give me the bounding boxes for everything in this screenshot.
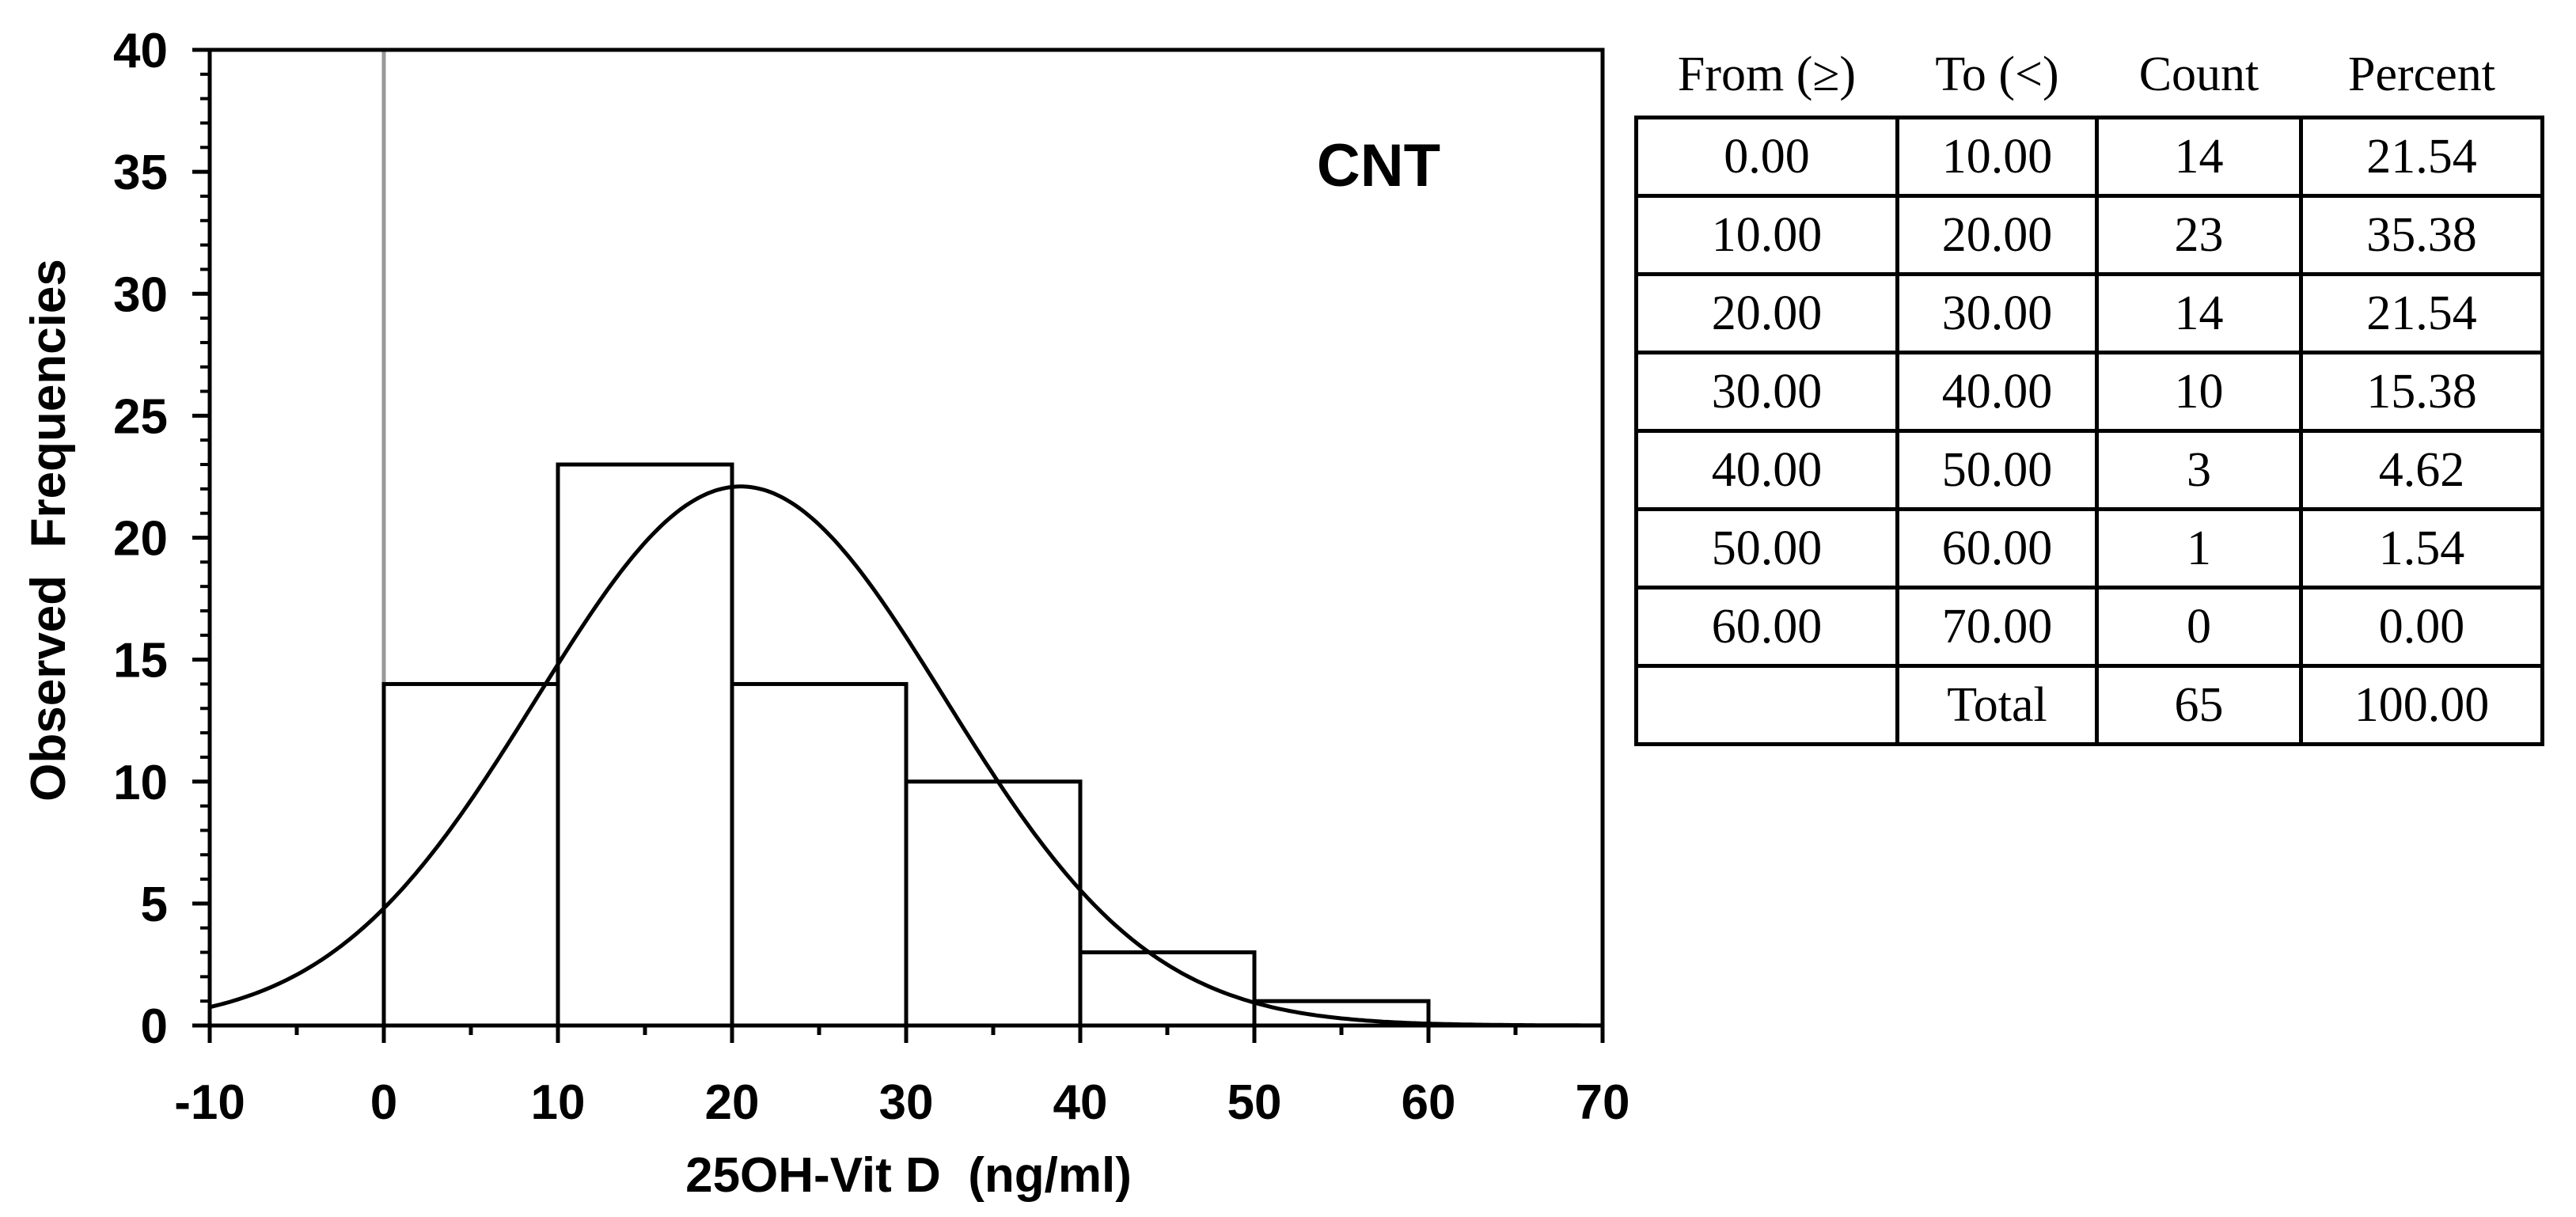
cell-percent: 4.62 bbox=[2299, 429, 2544, 511]
table-row: 0.00 10.00 14 21.54 bbox=[1634, 116, 2544, 198]
cell-to: 20.00 bbox=[1895, 194, 2099, 276]
header-from: From (≥) bbox=[1677, 47, 1857, 101]
x-tick-label: 50 bbox=[1227, 1075, 1282, 1130]
y-tick-label: 10 bbox=[113, 756, 168, 810]
cell-count: 14 bbox=[2095, 272, 2303, 354]
x-tick-label: 0 bbox=[370, 1075, 397, 1130]
cell-from bbox=[1634, 664, 1899, 746]
header-to: To (<) bbox=[1935, 47, 2059, 101]
cell-to: 10.00 bbox=[1895, 116, 2099, 198]
table-row: 10.00 20.00 23 35.38 bbox=[1634, 194, 2544, 276]
table-row: 60.00 70.00 0 0.00 bbox=[1634, 586, 2544, 668]
cell-from: 10.00 bbox=[1634, 194, 1899, 276]
table-row: 20.00 30.00 14 21.54 bbox=[1634, 272, 2544, 354]
x-tick-label: 30 bbox=[879, 1075, 934, 1130]
normal-curve bbox=[209, 484, 1603, 1028]
cell-count: 0 bbox=[2095, 586, 2303, 668]
table-row: 30.00 40.00 10 15.38 bbox=[1634, 351, 2544, 433]
cell-to: 60.00 bbox=[1895, 507, 2099, 590]
y-tick-label: 15 bbox=[113, 634, 168, 688]
y-tick-label: 35 bbox=[113, 146, 168, 200]
histogram-bar bbox=[556, 462, 734, 1028]
x-tick-label: 10 bbox=[531, 1075, 586, 1130]
y-tick-label: 25 bbox=[113, 389, 168, 444]
cell-from: 50.00 bbox=[1634, 507, 1899, 590]
x-tick-label: 20 bbox=[705, 1075, 760, 1130]
cell-percent: 1.54 bbox=[2299, 507, 2544, 590]
header-count: Count bbox=[2138, 47, 2259, 101]
cell-to: 30.00 bbox=[1895, 272, 2099, 354]
table-row: 40.00 50.00 3 4.62 bbox=[1634, 429, 2544, 511]
cell-from: 20.00 bbox=[1634, 272, 1899, 354]
cell-total-count: 65 bbox=[2095, 664, 2303, 746]
table-row: 50.00 60.00 1 1.54 bbox=[1634, 507, 2544, 590]
y-tick-label: 20 bbox=[113, 512, 168, 567]
y-tick-label: 40 bbox=[113, 24, 168, 78]
cell-total-label: Total bbox=[1895, 664, 2099, 746]
x-tick-label: 60 bbox=[1402, 1075, 1456, 1130]
cell-from: 60.00 bbox=[1634, 586, 1899, 668]
x-tick-label: -10 bbox=[174, 1075, 245, 1130]
x-tick-label: 70 bbox=[1576, 1075, 1630, 1130]
y-tick-label: 30 bbox=[113, 267, 168, 322]
cell-count: 1 bbox=[2095, 507, 2303, 590]
header-percent: Percent bbox=[2348, 47, 2495, 101]
cell-percent: 35.38 bbox=[2299, 194, 2544, 276]
cell-percent: 21.54 bbox=[2299, 116, 2544, 198]
cell-from: 30.00 bbox=[1634, 351, 1899, 433]
cell-from: 40.00 bbox=[1634, 429, 1899, 511]
cell-count: 14 bbox=[2095, 116, 2303, 198]
cell-from: 0.00 bbox=[1634, 116, 1899, 198]
cell-percent: 21.54 bbox=[2299, 272, 2544, 354]
cell-to: 50.00 bbox=[1895, 429, 2099, 511]
x-axis-title: 25OH-Vit D (ng/ml) bbox=[685, 1148, 1132, 1203]
histogram-bar bbox=[730, 681, 909, 1028]
frequency-table: From (≥) To (<) Count Percent 0.00 10.00… bbox=[1634, 33, 2544, 746]
table-header-row: From (≥) To (<) Count Percent bbox=[1637, 33, 2543, 118]
group-label: CNT bbox=[1317, 132, 1440, 199]
cell-percent: 15.38 bbox=[2299, 351, 2544, 433]
table-total-row: Total 65 100.00 bbox=[1634, 664, 2544, 746]
cell-to: 40.00 bbox=[1895, 351, 2099, 433]
cell-count: 3 bbox=[2095, 429, 2303, 511]
x-tick-label: 40 bbox=[1053, 1075, 1108, 1130]
y-tick-label: 0 bbox=[141, 999, 168, 1054]
histogram-bar bbox=[904, 779, 1083, 1028]
cell-count: 23 bbox=[2095, 194, 2303, 276]
y-tick-label: 5 bbox=[141, 878, 168, 932]
cell-total-percent: 100.00 bbox=[2299, 664, 2544, 746]
histogram-bar bbox=[381, 681, 560, 1028]
y-axis-title: Observed Frequencies bbox=[21, 259, 76, 802]
cell-to: 70.00 bbox=[1895, 586, 2099, 668]
cell-count: 10 bbox=[2095, 351, 2303, 433]
cell-percent: 0.00 bbox=[2299, 586, 2544, 668]
